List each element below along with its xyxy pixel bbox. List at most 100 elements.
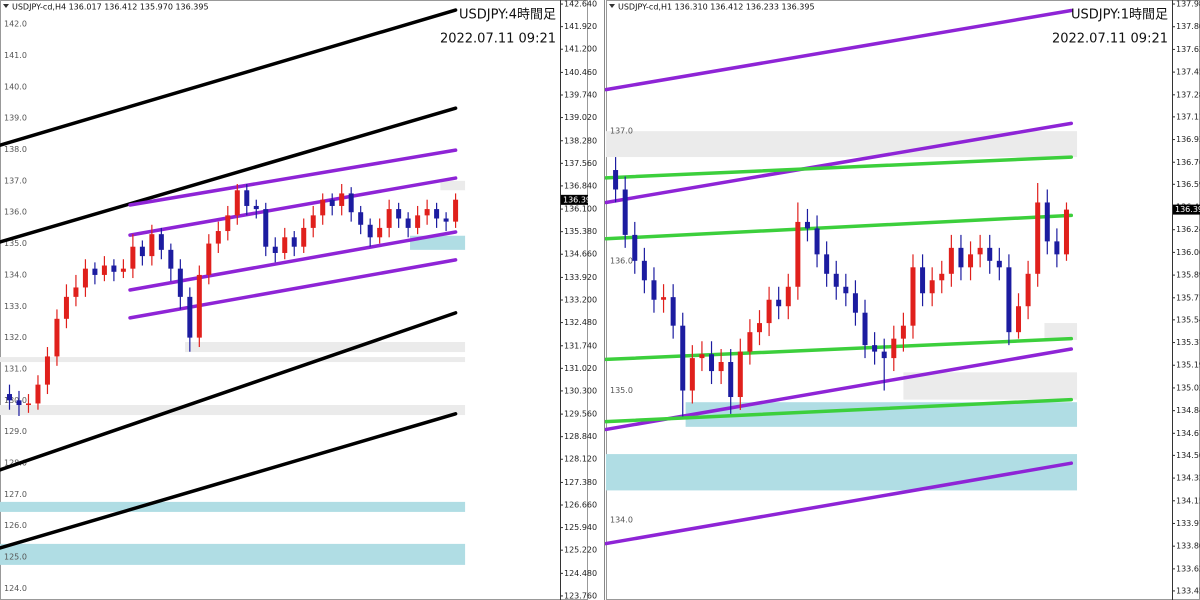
zone xyxy=(903,372,1078,400)
chart-date: 2022.07.11 09:21 xyxy=(440,32,556,47)
y-tick-label: 128.840 xyxy=(564,432,597,441)
candle-body xyxy=(35,384,41,404)
candle-body xyxy=(101,265,107,275)
zone xyxy=(0,501,466,512)
y-tick-label: 136.100 xyxy=(564,205,597,214)
candle-body xyxy=(948,247,954,274)
y-tick-label: 141.200 xyxy=(564,45,597,54)
level-label: 134.0 xyxy=(4,270,27,279)
candle-body xyxy=(139,246,145,257)
y-tick-label: 133.800 xyxy=(1176,542,1200,551)
y-tick-label: 133.200 xyxy=(564,296,597,305)
candle-body xyxy=(263,209,269,247)
trend-line xyxy=(0,311,458,472)
candle-body xyxy=(120,268,126,272)
trend-line xyxy=(0,412,458,550)
chart-date: 2022.07.11 09:21 xyxy=(1052,32,1168,47)
candle-body xyxy=(824,254,830,274)
y-tick-label: 134.670 xyxy=(1176,429,1200,438)
y-tick-label: 131.020 xyxy=(564,364,597,373)
candle-body xyxy=(699,354,705,359)
candle-body xyxy=(301,227,307,247)
trend-line xyxy=(0,106,458,244)
candle-body xyxy=(843,286,849,294)
y-tick-label: 128.120 xyxy=(564,455,597,464)
candle-body xyxy=(44,356,50,385)
candle-body xyxy=(852,293,858,313)
y-tick-label: 134.660 xyxy=(564,250,597,259)
candle-body xyxy=(929,280,935,294)
zone xyxy=(1044,323,1078,340)
candle-body xyxy=(987,247,993,261)
candle-body xyxy=(968,254,974,268)
candle-body xyxy=(920,267,926,294)
y-tick-label: 136.065 xyxy=(1176,248,1200,257)
y-tick-label: 135.545 xyxy=(1176,315,1200,324)
candle-body xyxy=(881,351,887,359)
candle-body xyxy=(158,234,164,250)
trend-line xyxy=(604,8,1074,92)
y-tick-label: 134.500 xyxy=(1176,451,1200,460)
candle-body xyxy=(785,286,791,307)
level-label: 139.0 xyxy=(4,114,27,123)
y-tick-label: 136.840 xyxy=(564,181,597,190)
candle-body xyxy=(891,338,897,359)
candle-body xyxy=(776,299,782,307)
trend-line xyxy=(128,148,458,207)
trend-line xyxy=(604,461,1074,546)
trend-line xyxy=(604,347,1074,432)
candle-body xyxy=(747,332,753,352)
zone xyxy=(0,543,466,565)
candle-body xyxy=(872,345,878,352)
level-label: 134.0 xyxy=(610,516,633,525)
y-tick-label: 131.740 xyxy=(564,341,597,350)
candle-body xyxy=(215,231,221,244)
candle-body xyxy=(282,237,288,253)
candle-body xyxy=(177,268,183,297)
candle-body xyxy=(670,297,676,326)
candle-body xyxy=(291,237,297,247)
trend-line xyxy=(128,230,458,292)
candle-body xyxy=(814,228,820,255)
candle-body xyxy=(54,318,60,357)
candle-body xyxy=(622,189,628,235)
level-label: 135.0 xyxy=(610,386,633,395)
candle-body xyxy=(415,215,421,228)
panel-divider xyxy=(599,0,605,600)
zone xyxy=(440,180,466,191)
zone xyxy=(185,342,466,353)
y-tick-label: 135.380 xyxy=(564,227,597,236)
y-tick-label: 126.660 xyxy=(564,501,597,510)
level-label: 135.0 xyxy=(4,239,27,248)
level-label: 137.0 xyxy=(4,176,27,185)
level-label: 131.0 xyxy=(4,364,27,373)
candle-body xyxy=(329,199,335,206)
y-tick-label: 137.110 xyxy=(1176,112,1200,121)
y-tick-label: 129.560 xyxy=(564,410,597,419)
candle-body xyxy=(709,354,715,372)
candle-body xyxy=(977,247,983,255)
candle-body xyxy=(804,221,810,229)
y-tick-label: 137.455 xyxy=(1176,68,1200,77)
last-price-label: 136.395 xyxy=(1175,205,1200,214)
trend-line xyxy=(128,176,458,237)
candle-body xyxy=(339,193,345,206)
trend-line xyxy=(0,8,458,147)
y-tick-label: 136.935 xyxy=(1176,135,1200,144)
y-tick-label: 138.280 xyxy=(564,136,597,145)
candle-body xyxy=(25,403,31,406)
candle-body xyxy=(1063,209,1069,255)
candle-body xyxy=(16,400,22,406)
candle-body xyxy=(168,249,174,269)
candle-body xyxy=(367,224,373,238)
candle-body xyxy=(130,246,136,269)
y-tick-label: 139.740 xyxy=(564,90,597,99)
candle-body xyxy=(405,218,411,228)
y-tick-label: 135.370 xyxy=(1176,338,1200,347)
menu-arrow xyxy=(3,4,9,8)
y-tick-label: 130.300 xyxy=(564,386,597,395)
candle-body xyxy=(958,247,964,268)
candle-body xyxy=(6,394,12,401)
zone xyxy=(0,357,466,363)
y-tick-label: 136.760 xyxy=(1176,158,1200,167)
